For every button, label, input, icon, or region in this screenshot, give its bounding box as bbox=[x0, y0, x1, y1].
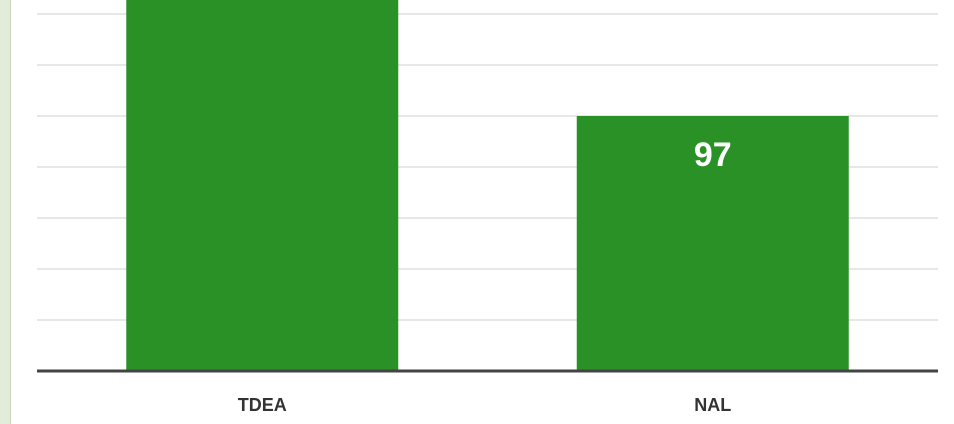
labels: 104TDEA97NAL bbox=[37, 136, 938, 415]
x-tick-label: TDEA bbox=[238, 395, 287, 415]
bar-nal bbox=[576, 116, 849, 371]
data-label: 97 bbox=[694, 136, 732, 174]
x-tick-label: NAL bbox=[694, 395, 731, 415]
bars bbox=[126, 0, 849, 371]
bar-tdea bbox=[126, 0, 399, 371]
left-edge-strip bbox=[0, 0, 11, 424]
